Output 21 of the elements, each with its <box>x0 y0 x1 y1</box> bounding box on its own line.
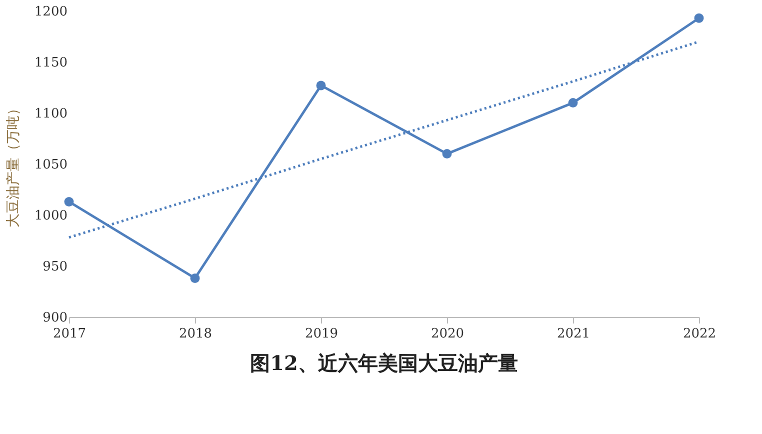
x-tick-label: 2022 <box>682 326 716 342</box>
y-tick-label: 1100 <box>34 106 68 122</box>
y-tick-label: 1150 <box>34 56 68 70</box>
y-tick-label: 1050 <box>34 158 68 172</box>
x-tick-label: 2019 <box>304 326 338 342</box>
x-tick-label: 2021 <box>556 326 590 342</box>
point <box>442 149 452 159</box>
y-tick-label: 950 <box>42 260 68 274</box>
point <box>190 274 200 283</box>
point <box>64 197 74 206</box>
point <box>568 98 578 108</box>
x-tick-label: 2017 <box>52 326 86 342</box>
y-axis-title: 大豆油产量（万吨） <box>5 102 22 228</box>
point <box>316 80 326 90</box>
y-tick-label: 900 <box>42 310 68 326</box>
y-tick-label: 1000 <box>34 208 68 224</box>
y-tick-label: 1200 <box>34 4 68 20</box>
point <box>694 13 704 23</box>
x-tick-label: 2020 <box>430 326 464 342</box>
x-tick-label: 2018 <box>178 326 212 342</box>
text: 图12、近六年美国大豆油产量 <box>250 351 518 375</box>
